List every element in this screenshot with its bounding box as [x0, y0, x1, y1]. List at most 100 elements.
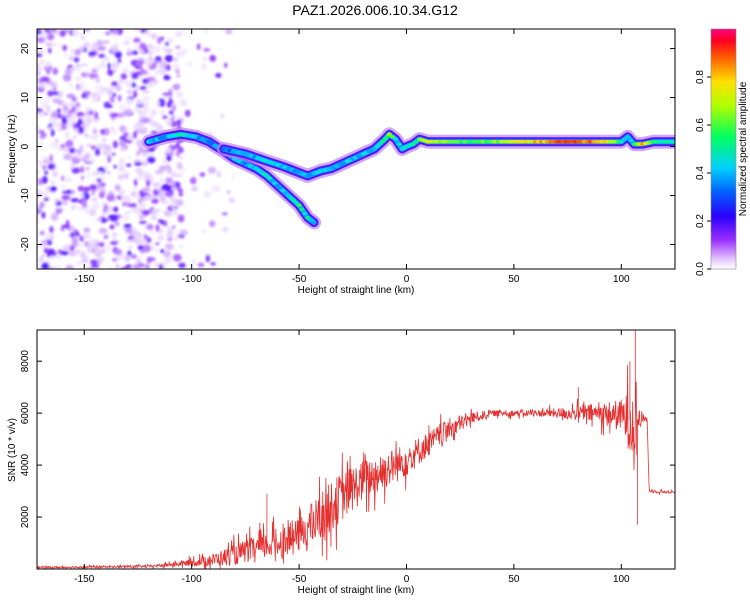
x-tick-label: 50 [508, 574, 520, 585]
noise-speckle [51, 42, 58, 47]
noise-speckle [73, 57, 80, 63]
noise-speckle [145, 263, 150, 269]
noise-speckle [201, 62, 207, 71]
noise-speckle [211, 185, 221, 193]
noise-speckle [66, 117, 75, 125]
noise-speckle [61, 125, 67, 130]
chart-title: PAZ1.2026.006.10.34.G12 [292, 2, 458, 18]
noise-speckle [149, 174, 154, 181]
noise-speckle [89, 184, 98, 191]
noise-speckle [118, 78, 124, 84]
snr-panel: -150 -100 -50 0 50 100 2000 4000 6000 8000 Heigh… [7, 329, 676, 596]
noise-speckle [41, 262, 50, 269]
noise-speckle [94, 111, 99, 119]
noise-speckle [76, 232, 80, 237]
noise-speckle [64, 51, 68, 58]
noise-speckle [199, 172, 206, 177]
noise-speckle [64, 140, 74, 148]
noise-speckle [124, 36, 132, 40]
noise-speckle [44, 60, 52, 67]
noise-speckle [109, 96, 115, 104]
noise-speckle [47, 248, 56, 256]
noise-speckle [133, 37, 141, 43]
noise-speckle [60, 175, 65, 182]
noise-speckle [124, 80, 133, 87]
x-tick-label: -100 [182, 274, 202, 285]
noise-speckle [91, 191, 95, 196]
noise-speckle [87, 242, 96, 251]
noise-speckle [200, 229, 208, 234]
noise-speckle [172, 63, 181, 71]
noise-speckle [37, 37, 45, 43]
noise-speckle [39, 230, 45, 236]
noise-speckle [52, 91, 59, 96]
noise-speckle [92, 127, 98, 136]
noise-speckle [145, 30, 152, 37]
noise-speckle [39, 201, 45, 208]
noise-speckle [111, 129, 117, 136]
noise-speckle [41, 189, 50, 197]
noise-speckle [49, 29, 54, 35]
noise-speckle [47, 163, 56, 170]
noise-speckle [126, 202, 131, 207]
noise-speckle [165, 177, 173, 184]
noise-speckle [172, 57, 179, 62]
noise-speckle [126, 52, 134, 56]
noise-speckle [163, 74, 169, 81]
noise-speckle [92, 42, 97, 50]
noise-speckle [137, 120, 144, 129]
bottom-y-axis-label: SNR (10 * v/v) [7, 418, 18, 482]
main-track-point [275, 183, 281, 188]
noise-speckle [53, 121, 61, 128]
noise-speckle [162, 96, 169, 100]
bottom-x-ticks: -150 -100 -50 0 50 100 [74, 330, 630, 585]
noise-speckle [118, 103, 126, 112]
noise-speckle [175, 163, 181, 169]
noise-speckle [137, 110, 144, 114]
snr-frame [36, 329, 676, 570]
colorbar: 0.0 0.2 0.4 0.6 0.8 Normalized spectral ampl… [695, 28, 749, 276]
noise-speckle [87, 115, 95, 121]
noise-speckle [179, 99, 188, 107]
noise-speckle [126, 89, 133, 96]
noise-speckle [181, 49, 189, 53]
noise-speckle [224, 62, 228, 68]
noise-speckle [168, 110, 174, 115]
noise-speckle [61, 184, 65, 191]
noise-speckle [139, 42, 146, 50]
noise-speckle [131, 82, 137, 88]
noise-speckle [84, 134, 93, 139]
noise-speckle [49, 226, 54, 234]
noise-speckle [112, 231, 117, 239]
noise-speckle [59, 44, 63, 49]
secondary-track-point [669, 139, 675, 144]
noise-speckle [37, 245, 42, 249]
noise-speckle [138, 202, 147, 211]
noise-speckle [144, 58, 153, 67]
noise-speckle [86, 44, 94, 52]
noise-speckle [62, 44, 67, 52]
noise-speckle [55, 253, 62, 260]
noise-speckle [101, 137, 108, 143]
noise-speckle [70, 48, 76, 54]
noise-speckle [113, 60, 119, 64]
noise-speckle [131, 229, 138, 237]
noise-speckle [151, 198, 159, 204]
noise-speckle [90, 145, 97, 150]
noise-speckle [152, 208, 161, 213]
noise-speckle [42, 155, 50, 161]
noise-speckle [72, 97, 76, 101]
noise-speckle [164, 48, 173, 54]
noise-speckle [101, 87, 109, 92]
noise-speckle [171, 204, 175, 210]
noise-speckle [203, 48, 211, 52]
noise-speckle [167, 39, 173, 44]
noise-speckle [158, 219, 162, 223]
secondary-track-point [618, 139, 624, 144]
noise-speckle [107, 89, 114, 96]
noise-speckle [38, 130, 45, 134]
noise-speckle [191, 186, 198, 192]
noise-speckle [104, 245, 112, 251]
noise-speckle [47, 90, 54, 97]
